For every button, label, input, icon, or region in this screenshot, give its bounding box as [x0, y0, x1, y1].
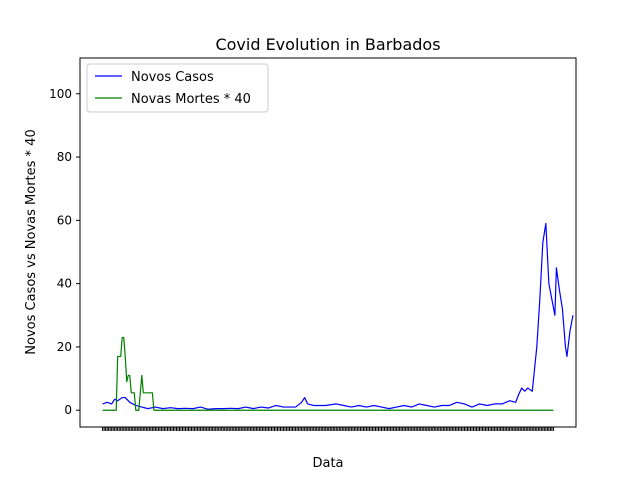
series-line-novas-mortes [102, 336, 554, 411]
legend-box [86, 63, 269, 113]
legend: Novos Casos Novas Mortes * 40 [86, 63, 269, 113]
series-layer [102, 222, 574, 411]
y-axis-label: Novos Casos vs Novas Mortes * 40 [24, 129, 39, 354]
chart-title: Covid Evolution in Barbados [215, 35, 440, 54]
y-tick-label: 60 [57, 213, 72, 227]
legend-label-novas-mortes: Novas Mortes * 40 [131, 92, 251, 107]
series-line-novos-casos [102, 222, 574, 410]
ticks-layer: 0 20 40 60 80 100 [49, 87, 554, 431]
y-tick-label: 40 [57, 277, 72, 291]
legend-label-novos-casos: Novos Casos [131, 70, 214, 85]
y-tick-label: 100 [49, 87, 72, 101]
y-tick-label: 0 [64, 403, 72, 417]
plot-frame [79, 57, 577, 428]
y-tick-label: 80 [57, 150, 72, 164]
plot-area [80, 58, 576, 427]
x-axis-label: Data [312, 456, 343, 471]
y-tick-label: 20 [57, 340, 72, 354]
